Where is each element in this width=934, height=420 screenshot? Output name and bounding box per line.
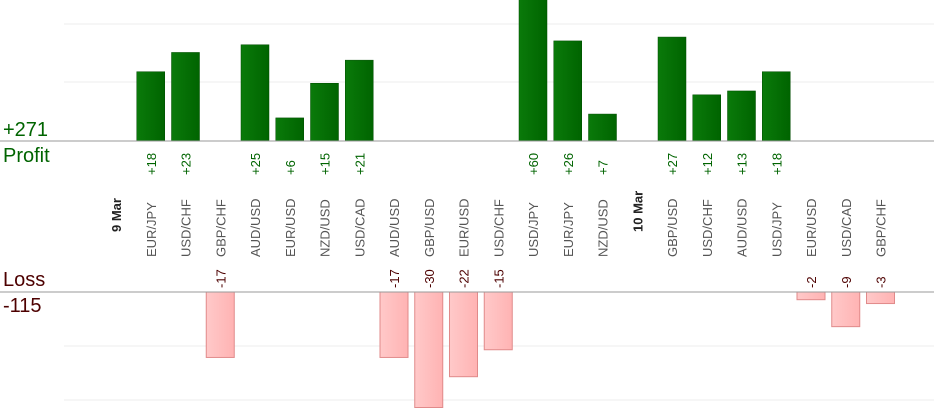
profit-bar — [136, 71, 165, 142]
loss-bar — [796, 291, 826, 301]
category-label: EUR/USD — [283, 198, 298, 257]
loss-bar — [449, 291, 478, 378]
profit-value-label: +18 — [769, 153, 784, 175]
loss-bar — [379, 291, 409, 358]
loss-label: Loss — [3, 269, 46, 291]
profit-bar — [275, 117, 304, 142]
category-label: GBP/CHF — [213, 199, 228, 257]
category-label: USD/CHF — [700, 199, 715, 257]
profit-bar — [727, 90, 756, 142]
category-label: USD/CHF — [491, 199, 506, 257]
category-label: GBP/USD — [422, 198, 437, 257]
loss-bar — [483, 291, 513, 351]
category-label: EUR/USD — [804, 198, 819, 257]
category-label: AUD/USD — [735, 198, 750, 257]
profit-value-label: +26 — [561, 153, 576, 175]
loss-value-label: -30 — [422, 269, 437, 288]
profit-value-label: +12 — [700, 153, 715, 175]
loss-bar — [414, 291, 444, 408]
profit-bar — [171, 52, 200, 142]
profit-value-label: +27 — [665, 153, 680, 175]
profit-total: +271 — [3, 119, 49, 141]
profit-bar — [588, 113, 617, 142]
loss-value-label: -9 — [839, 276, 854, 288]
bars — [136, 0, 895, 408]
loss-value-label: -22 — [457, 269, 472, 288]
profit-bar — [762, 71, 791, 142]
profit-value-label: +60 — [526, 153, 541, 175]
category-label: USD/CAD — [839, 198, 854, 257]
profit-value-label: +21 — [352, 153, 367, 175]
loss-value-label: -17 — [213, 269, 228, 288]
profit-bar — [553, 40, 582, 142]
loss-value-label: -2 — [804, 276, 819, 288]
date-separator-label: 10 Mar — [630, 191, 645, 232]
category-label: GBP/USD — [665, 198, 680, 257]
profit-bar — [345, 59, 374, 142]
loss-value-label: -17 — [387, 269, 402, 288]
loss-total: -115 — [3, 295, 42, 317]
loss-bar — [866, 291, 895, 305]
category-label: USD/JPY — [769, 202, 784, 257]
profit-bar — [310, 83, 339, 142]
profit-value-label: +18 — [144, 153, 159, 175]
profit-label: Profit — [3, 145, 50, 167]
profit-value-label: +7 — [596, 160, 611, 175]
date-separator-label: 9 Mar — [109, 198, 124, 232]
category-label: USD/JPY — [526, 202, 541, 257]
value-labels: +18 +23 -17 +25 +6 +15 +21 -17 -30 -22 -15 +60 +26 +7… — [144, 153, 889, 288]
profit-bar — [692, 94, 721, 142]
profit-value-label: +23 — [179, 153, 194, 175]
category-labels: 9 Mar EUR/JPY USD/CHF GBP/CHF AUD/USD EUR/USD… — [109, 191, 889, 257]
loss-bar — [205, 291, 235, 358]
category-label: USD/CHF — [179, 199, 194, 257]
category-label: NZD/USD — [318, 199, 333, 257]
profit-value-label: +25 — [248, 153, 263, 175]
profit-value-label: +6 — [283, 160, 298, 175]
category-label: NZD/USD — [596, 199, 611, 257]
category-label: EUR/JPY — [561, 202, 576, 257]
loss-value-label: -15 — [491, 269, 506, 288]
category-label: GBP/CHF — [874, 199, 889, 257]
category-label: AUD/USD — [248, 198, 263, 257]
profit-bar — [518, 0, 548, 142]
category-label: AUD/USD — [387, 198, 402, 257]
profit-value-label: +15 — [318, 153, 333, 175]
profit-bar — [657, 36, 687, 142]
profit-value-label: +13 — [735, 153, 750, 175]
profit-bar — [240, 44, 270, 142]
loss-bar — [831, 291, 861, 328]
category-label: EUR/JPY — [144, 202, 159, 257]
category-label: USD/CAD — [352, 198, 367, 257]
category-label: EUR/USD — [457, 198, 472, 257]
loss-value-label: -3 — [874, 276, 889, 288]
